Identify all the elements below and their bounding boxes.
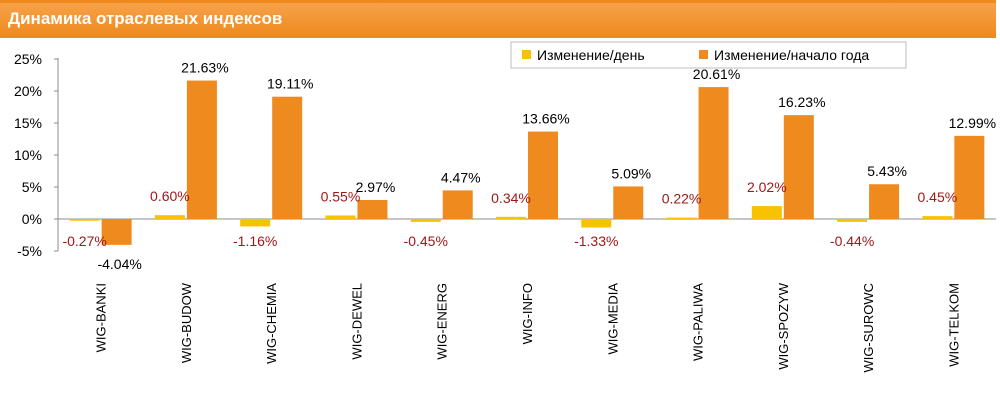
- chart-title: Динамика отраслевых индексов: [8, 9, 283, 28]
- category-label: WIG-ENERG: [435, 283, 450, 360]
- bar-ytd-change: [357, 199, 388, 219]
- category-label: WIG-BUDOW: [179, 282, 194, 363]
- data-label-day: 0.45%: [918, 189, 958, 205]
- legend-box: [510, 41, 907, 69]
- category-label: WIG-DEWEL: [349, 283, 364, 360]
- data-label-day: -1.16%: [233, 233, 277, 249]
- data-label-ytd: 5.43%: [867, 163, 907, 179]
- bar-ytd-change: [698, 87, 729, 219]
- bar-ytd-change: [272, 96, 303, 219]
- bar-day-change: [922, 216, 953, 219]
- data-label-day: 0.34%: [491, 190, 531, 206]
- y-tick-label: 10%: [14, 147, 42, 163]
- legend-swatch-day: [522, 50, 531, 59]
- data-label-ytd: 5.09%: [611, 165, 651, 181]
- data-label-day: -0.44%: [830, 233, 874, 249]
- data-label-ytd: 2.97%: [356, 179, 396, 195]
- category-label: WIG-INFO: [520, 283, 535, 344]
- bar-day-change: [240, 219, 271, 227]
- title-underline: [0, 36, 996, 38]
- category-label: WIG-SPOZYW: [776, 282, 791, 369]
- data-label-day: 0.22%: [662, 191, 702, 207]
- data-label-ytd: 12.99%: [949, 115, 996, 131]
- data-label-day: -0.27%: [62, 233, 106, 249]
- bar-ytd-change: [101, 219, 132, 245]
- data-label-ytd: 4.47%: [441, 169, 481, 185]
- title-bar: Динамика отраслевых индексов: [0, 0, 996, 36]
- bar-day-change: [496, 216, 526, 219]
- bar-ytd-change: [613, 186, 644, 219]
- legend: Изменение/день Изменение/начало года: [510, 41, 907, 69]
- y-tick-label: 25%: [14, 51, 42, 67]
- legend-label-day: Изменение/день: [537, 47, 645, 63]
- bar-day-change: [154, 215, 185, 219]
- y-tick-label: 15%: [14, 115, 42, 131]
- y-tick-label: -5%: [17, 243, 42, 259]
- legend-swatch-ytd: [699, 50, 708, 59]
- data-label-ytd: 13.66%: [522, 111, 569, 127]
- bar-day-change: [581, 219, 612, 228]
- data-label-ytd: 21.63%: [181, 60, 228, 76]
- data-label-day: -0.45%: [404, 233, 448, 249]
- bar-ytd-change: [528, 131, 558, 219]
- category-label: WIG-PALIWA: [691, 283, 706, 361]
- data-label-day: 0.55%: [321, 188, 361, 204]
- category-label: WIG-MEDIA: [605, 283, 620, 355]
- data-label-day: 0.60%: [150, 188, 190, 204]
- data-label-day: 2.02%: [747, 179, 787, 195]
- bar-ytd-change: [186, 80, 217, 220]
- category-label: WIG-SUROWC: [861, 283, 876, 373]
- bar-day-change: [325, 215, 356, 219]
- bar-ytd-change: [869, 184, 900, 219]
- y-tick-label: 5%: [22, 179, 42, 195]
- bar-day-change: [69, 219, 100, 221]
- bar-day-change: [837, 219, 868, 222]
- data-label-ytd: 20.61%: [693, 66, 740, 82]
- y-tick-label: 20%: [14, 83, 42, 99]
- data-label-ytd: -4.04%: [97, 256, 141, 272]
- data-label-ytd: 16.23%: [778, 94, 825, 110]
- bar-ytd-change: [442, 190, 473, 219]
- category-label: WIG-TELKOM: [946, 283, 961, 367]
- bar-day-change: [410, 219, 441, 222]
- data-label-day: -1.33%: [574, 233, 618, 249]
- bar-day-change: [751, 206, 782, 219]
- bar-ytd-change: [954, 135, 985, 219]
- category-label: WIG-CHEMIA: [264, 283, 279, 364]
- bar-day-change: [666, 217, 697, 219]
- category-label: WIG-BANKI: [94, 283, 109, 352]
- data-label-ytd: 19.11%: [267, 76, 313, 92]
- legend-label-ytd: Изменение/начало года: [714, 47, 869, 63]
- y-tick-label: 0%: [22, 211, 42, 227]
- bar-ytd-change: [783, 115, 814, 219]
